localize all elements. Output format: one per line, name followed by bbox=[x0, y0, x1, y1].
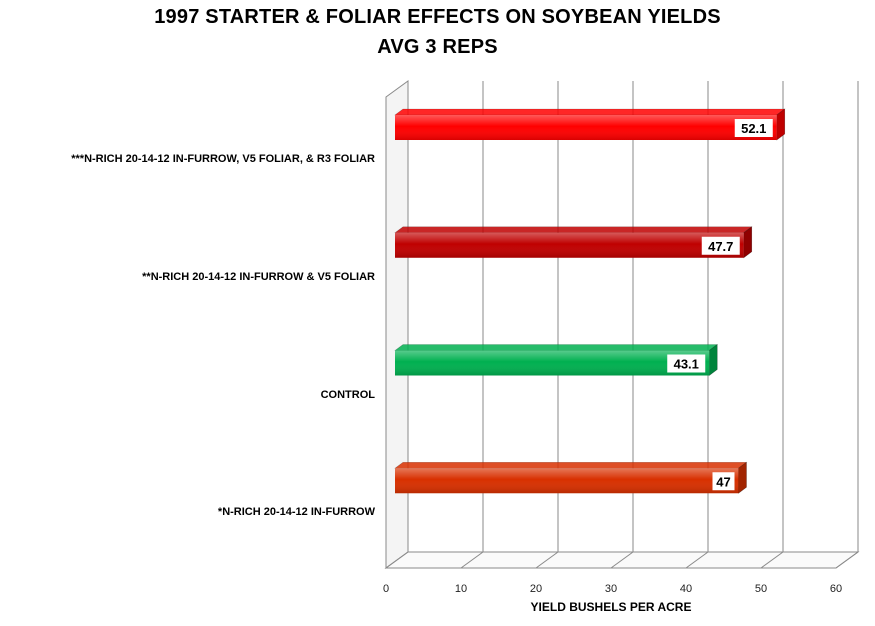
x-tick-label: 40 bbox=[680, 583, 692, 595]
category-label-1: ***N-RICH 20-14-12 IN-FURROW, V5 FOLIAR,… bbox=[71, 153, 375, 165]
floor-line bbox=[610, 551, 634, 569]
bar-sheen bbox=[395, 115, 777, 140]
bar-3: 43.1 bbox=[394, 343, 719, 377]
bar-top-face bbox=[394, 226, 753, 234]
floor-line bbox=[760, 551, 784, 569]
data-label-box bbox=[734, 119, 773, 137]
x-axis-ticks: 0 10 20 30 40 50 60 bbox=[383, 583, 842, 595]
data-label-box bbox=[667, 354, 706, 373]
data-label: 43.1 bbox=[674, 357, 699, 372]
x-tick-label: 20 bbox=[530, 583, 542, 595]
bar-sheen bbox=[395, 468, 739, 494]
data-label: 47 bbox=[716, 474, 730, 489]
data-label: 47.7 bbox=[708, 239, 733, 254]
bar-4: 47 bbox=[394, 461, 748, 494]
floor-line bbox=[535, 551, 559, 569]
x-tick-label: 0 bbox=[383, 583, 389, 595]
bar-1: 52.1 bbox=[394, 108, 786, 141]
floor-line bbox=[835, 551, 859, 569]
floor-line bbox=[460, 551, 484, 569]
bar-top-face bbox=[394, 108, 786, 116]
category-label-3: CONTROL bbox=[320, 389, 375, 401]
side-wall bbox=[385, 80, 409, 569]
bar-sheen bbox=[395, 232, 744, 258]
bar-end-shade bbox=[776, 109, 785, 140]
x-tick-label: 30 bbox=[605, 583, 617, 595]
bar-end-shade bbox=[709, 344, 718, 376]
data-label-box bbox=[712, 472, 735, 491]
grid bbox=[384, 80, 860, 569]
chart-title: 1997 STARTER & FOLIAR EFFECTS ON SOYBEAN… bbox=[154, 6, 721, 28]
bar-end-shade bbox=[743, 226, 752, 258]
bar-top-face bbox=[394, 461, 748, 469]
bars: 52.1 47.7 43.1 47 bbox=[394, 108, 786, 494]
bar-top-face bbox=[394, 344, 719, 351]
bar-sheen bbox=[395, 350, 710, 376]
x-axis-label: YIELD BUSHELS PER ACRE bbox=[530, 600, 692, 614]
category-label-2: **N-RICH 20-14-12 IN-FURROW & V5 FOLIAR bbox=[142, 271, 375, 283]
x-tick-label: 50 bbox=[755, 583, 767, 595]
chart-subtitle: AVG 3 REPS bbox=[377, 36, 498, 58]
bar-end-shade bbox=[738, 462, 747, 494]
data-label-box bbox=[701, 236, 740, 255]
data-label: 52.1 bbox=[741, 121, 766, 136]
bar-2: 47.7 bbox=[394, 226, 753, 259]
floor-line bbox=[385, 551, 409, 569]
category-label-4: *N-RICH 20-14-12 IN-FURROW bbox=[217, 506, 375, 518]
x-tick-label: 10 bbox=[455, 583, 467, 595]
x-tick-label: 60 bbox=[830, 583, 842, 595]
floor-line bbox=[685, 551, 709, 569]
